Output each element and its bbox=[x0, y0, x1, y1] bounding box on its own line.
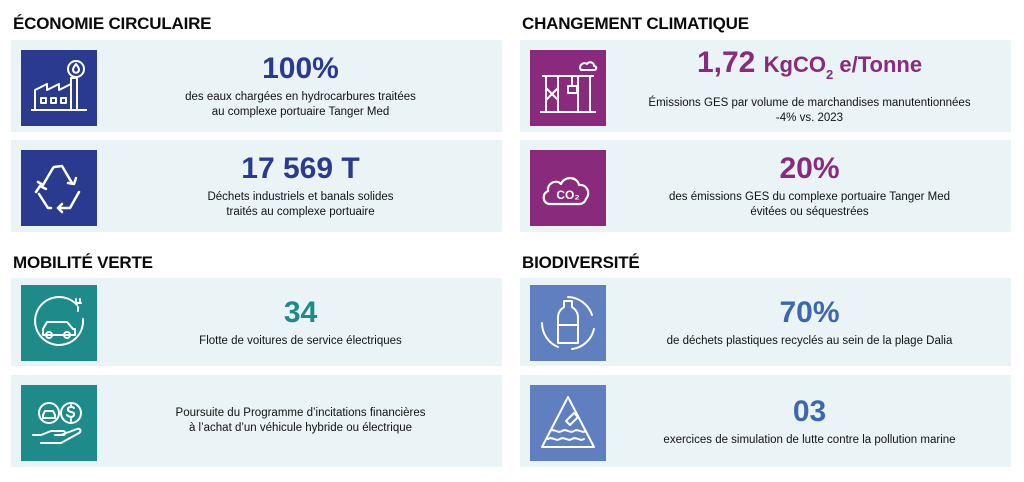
marine-pollution-icon bbox=[530, 385, 606, 461]
card-incentive-program: Poursuite du Programme d’incitations fin… bbox=[11, 375, 502, 467]
hand-car-dollar-icon bbox=[21, 385, 97, 461]
stat-ghg-unit-b: e/Tonne bbox=[833, 52, 923, 77]
stat-electric-fleet: 34 bbox=[283, 295, 318, 329]
stat-ghg-unit-a: KgCO bbox=[763, 52, 826, 77]
section-title-circular-economy: ÉCONOMIE CIRCULAIRE bbox=[13, 14, 212, 33]
stat-treated-water-label: des eaux chargées en hydrocarbures trait… bbox=[185, 91, 416, 118]
electric-car-icon bbox=[21, 285, 97, 361]
section-title-green-mobility: MOBILITÉ VERTE bbox=[13, 253, 153, 272]
card-avoided-emissions: CO₂ 20% des émissions GES du complexe po… bbox=[520, 140, 1011, 232]
card-industrial-waste: 17 569 T Déchets industriels et banals s… bbox=[11, 140, 502, 232]
co2-cloud-icon: CO₂ bbox=[530, 150, 606, 226]
card-pollution-simulation: 03 exercices de simulation de lutte cont… bbox=[520, 375, 1011, 467]
stat-electric-fleet-label: Flotte de voitures de service électrique… bbox=[199, 334, 402, 347]
stat-pollution-simulation: 03 bbox=[792, 394, 827, 428]
stat-ghg-value: 1,72 bbox=[696, 46, 756, 79]
stat-plastic-recycling: 70% bbox=[779, 295, 840, 329]
stat-plastic-recycling-label: de déchets plastiques recyclés au sein d… bbox=[666, 334, 953, 347]
card-plastic-recycling: 70% de déchets plastiques recyclés au se… bbox=[520, 278, 1011, 366]
stat-avoided-emissions: 20% bbox=[779, 152, 840, 185]
stat-ghg-label: Émissions GES par volume de marchandises… bbox=[648, 97, 971, 124]
recycle-icon bbox=[21, 150, 97, 226]
card-treated-water: 100% des eaux chargées en hydrocarbures … bbox=[11, 40, 502, 132]
card-electric-fleet: 34 Flotte de voitures de service électri… bbox=[11, 278, 502, 366]
stat-avoided-emissions-label: des émissions GES du complexe portuaire … bbox=[668, 191, 951, 218]
section-title-climate-change: CHANGEMENT CLIMATIQUE bbox=[522, 14, 749, 33]
factory-droplet-icon bbox=[21, 50, 97, 126]
stat-industrial-waste: 17 569 T bbox=[241, 152, 360, 185]
co2-icon-label: CO₂ bbox=[556, 188, 579, 202]
stat-treated-water: 100% bbox=[262, 52, 339, 85]
card-ghg-emissions: 1,72 KgCO2 e/Tonne Émissions GES par vol… bbox=[520, 40, 1011, 132]
stat-industrial-waste-label: Déchets industriels et banals solides tr… bbox=[207, 191, 394, 218]
bottle-recycle-icon bbox=[530, 285, 606, 361]
stat-ghg-per-tonne: 1,72 KgCO2 e/Tonne bbox=[697, 46, 922, 92]
stat-pollution-simulation-label: exercices de simulation de lutte contre … bbox=[663, 433, 956, 446]
stat-incentive-label: Poursuite du Programme d’incitations fin… bbox=[175, 407, 426, 434]
stat-ghg-unit-sub: 2 bbox=[826, 67, 834, 82]
section-title-biodiversity: BIODIVERSITÉ bbox=[522, 253, 640, 272]
port-crane-icon bbox=[530, 50, 606, 126]
